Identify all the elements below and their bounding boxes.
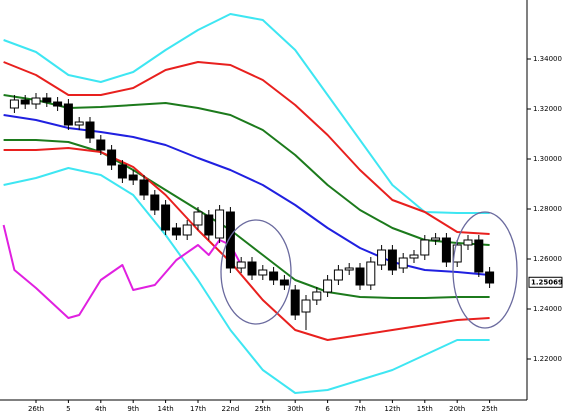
candle-body — [74, 121, 84, 126]
band-line — [3, 167, 490, 394]
highlight-ellipse — [452, 211, 518, 329]
candle-body — [193, 211, 203, 226]
candle-body — [20, 99, 30, 105]
y-tick-label: 1.34000 — [533, 55, 562, 63]
candle-body — [9, 99, 19, 109]
x-tick-label: 22nd — [222, 405, 240, 413]
x-tick-label: 20th — [449, 405, 465, 413]
candle-body — [128, 174, 138, 181]
x-tick-label: 12th — [384, 405, 400, 413]
candle-body — [96, 139, 106, 151]
candle-body — [204, 214, 214, 236]
band-line — [3, 147, 490, 341]
candle-body — [236, 261, 246, 269]
candle-body — [452, 244, 462, 263]
y-tick-label: 1.32000 — [533, 105, 562, 113]
candle-body — [247, 261, 257, 276]
x-tick-label: 4th — [95, 405, 107, 413]
candle-body — [485, 271, 495, 284]
candle-layer — [9, 93, 495, 330]
y-tick-label: 1.28000 — [533, 205, 562, 213]
candle-body — [312, 291, 322, 301]
candle-body — [31, 97, 41, 105]
last-price-box — [528, 276, 563, 288]
candle-body — [377, 249, 387, 266]
candle-body — [301, 299, 311, 313]
x-tick-label: 9th — [127, 405, 139, 413]
candle-body — [387, 249, 397, 271]
x-tick-label: 17th — [190, 405, 206, 413]
candle-body — [182, 224, 192, 236]
candle-body — [323, 279, 333, 293]
candle-body — [63, 103, 73, 126]
x-tick-label: 6 — [325, 405, 330, 413]
band-line — [3, 61, 490, 235]
x-tick-label: 25th — [482, 405, 498, 413]
candle-body — [463, 239, 473, 246]
candle-body — [431, 237, 441, 241]
band-layer — [2, 13, 490, 394]
x-tick-label: 26th — [28, 405, 44, 413]
band-line — [3, 139, 490, 299]
candle-body — [441, 237, 451, 263]
candle-body — [474, 239, 484, 273]
x-tick-label: 15th — [417, 405, 433, 413]
y-tick-label: 1.30000 — [533, 155, 562, 163]
candle-body — [150, 194, 160, 211]
candle-body — [53, 101, 63, 107]
candle-body — [398, 257, 408, 269]
candle-body — [117, 164, 127, 179]
candle-body — [279, 279, 289, 286]
candle-body — [161, 204, 171, 231]
highlight-ellipse — [220, 219, 292, 325]
candle-body — [171, 227, 181, 236]
candle-body — [333, 269, 343, 281]
candle-body — [139, 179, 149, 196]
band-line — [3, 13, 490, 214]
candle-body — [258, 269, 268, 276]
x-tick-label: 5 — [66, 405, 70, 413]
candle-body — [269, 271, 279, 281]
band-line — [3, 114, 490, 276]
last-price-label: 1.25069 — [531, 278, 563, 286]
x-tick-label: 7th — [354, 405, 366, 413]
x-tick-label: 30th — [287, 405, 303, 413]
band-line — [3, 94, 490, 246]
candle-body — [290, 289, 300, 316]
candle-body — [225, 211, 235, 269]
candle-body — [215, 209, 225, 239]
candle-body — [355, 267, 365, 286]
candle-body — [85, 121, 95, 139]
candle-body — [107, 149, 117, 166]
candle-body — [344, 267, 354, 271]
candle-body — [420, 239, 430, 256]
y-tick-label: 1.22000 — [533, 355, 562, 363]
y-tick-label: 1.26000 — [533, 255, 562, 263]
candle-body — [409, 254, 419, 259]
axis-layer: 1.22000 1.24000 1.26000 1.28000 1.30000 1.320… — [28, 55, 563, 413]
band-line — [2, 224, 243, 319]
x-tick-label: 25th — [255, 405, 271, 413]
y-tick-label: 1.24000 — [533, 305, 562, 313]
x-tick-label: 14th — [158, 405, 174, 413]
candle-body — [366, 261, 376, 286]
candle-body — [42, 97, 52, 103]
